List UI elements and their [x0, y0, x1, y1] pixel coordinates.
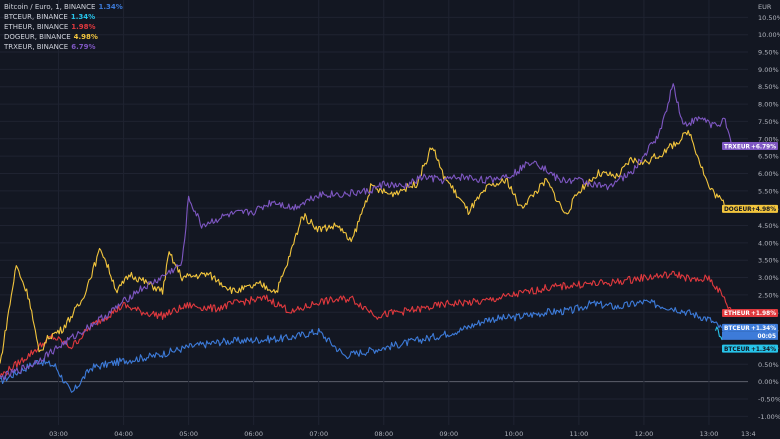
legend-row[interactable]: Bitcoin / Euro, 1, BINANCE 1.34% [4, 2, 123, 12]
y-axis[interactable]: -1.00%-0.50%0.00%0.50%1.00%1.50%2.00%2.5… [758, 3, 780, 421]
value-label-name: TRXEUR [724, 144, 751, 150]
value-label-name: ETHEUR [724, 311, 750, 317]
series-line-trxeur[interactable] [0, 83, 733, 381]
value-label-box [722, 323, 778, 332]
y-tick-label: 9.00% [758, 66, 779, 74]
value-label-value: +1.34% [751, 326, 776, 332]
series-line-dogeur[interactable] [0, 129, 733, 364]
y-tick-label: 4.50% [758, 222, 779, 230]
y-tick-label: 6.50% [758, 153, 779, 161]
legend-name: BTCEUR, BINANCE [4, 13, 68, 21]
x-tick-label: 13:4 [741, 430, 756, 438]
value-label-name: DOGEUR [724, 207, 752, 213]
x-tick-label: 10:00 [504, 430, 523, 438]
y-tick-label: 10.00% [758, 31, 780, 39]
legend-row[interactable]: ETHEUR, BINANCE 1.98% [4, 22, 123, 32]
legend-name: Bitcoin / Euro, 1, BINANCE [4, 3, 96, 11]
y-tick-label: 4.00% [758, 239, 779, 247]
x-tick-label: 09:00 [439, 430, 458, 438]
y-tick-label: 6.00% [758, 170, 779, 178]
y-tick-label: 7.00% [758, 135, 779, 143]
y-tick-label: 0.50% [758, 361, 779, 369]
value-label-value: +4.98% [751, 207, 776, 213]
y-tick-label: 3.50% [758, 257, 779, 265]
x-tick-label: 03:00 [49, 430, 68, 438]
y-tick-label: 2.50% [758, 291, 779, 299]
series-line-etheur[interactable] [0, 270, 733, 378]
y-tick-label: 8.00% [758, 101, 779, 109]
legend-value: 6.79% [71, 43, 96, 51]
value-label-value: +1.34% [751, 347, 776, 353]
value-label-value: +6.79% [751, 144, 776, 150]
series-layer [0, 83, 733, 393]
value-label-name: BTCEUR [724, 347, 750, 353]
series-line-btceur[interactable] [0, 299, 733, 393]
legend-value: 1.34% [98, 3, 123, 11]
value-label-box [722, 344, 778, 353]
x-tick-label: 12:00 [635, 430, 654, 438]
y-tick-label: 0.00% [758, 378, 779, 386]
legend-name: ETHEUR, BINANCE [4, 23, 69, 31]
legend-value: 1.34% [70, 13, 96, 21]
countdown-box [722, 331, 778, 340]
x-tick-label: 04:00 [114, 430, 133, 438]
value-labels: TRXEUR +6.79% DOGEUR +4.98% ETHEUR +1.98% BTCE… [722, 142, 778, 353]
x-tick-label: 05:00 [179, 430, 198, 438]
legend-name: TRXEUR, BINANCE [4, 43, 69, 51]
legend-row[interactable]: TRXEUR, BINANCE 6.79% [4, 42, 123, 52]
x-tick-label: 11:00 [570, 430, 589, 438]
legend-row[interactable]: DOGEUR, BINANCE 4.98% [4, 32, 123, 42]
value-label-box [722, 204, 778, 213]
x-tick-label: 08:00 [374, 430, 393, 438]
x-tick-label: 13:00 [700, 430, 719, 438]
x-axis[interactable]: 03:00 04:00 05:00 06:00 07:00 08:00 09:00 10:00… [49, 430, 755, 438]
legend: Bitcoin / Euro, 1, BINANCE 1.34% BTCEUR, … [4, 2, 123, 52]
x-tick-label: 06:00 [244, 430, 263, 438]
y-tick-label: 8.50% [758, 83, 779, 91]
countdown-label: 00:05 [758, 334, 776, 340]
currency-label: EUR [758, 3, 772, 11]
x-tick-label: 07:00 [309, 430, 328, 438]
legend-value: 1.98% [71, 23, 96, 31]
value-label-box [722, 142, 778, 151]
grid [0, 0, 748, 425]
y-tick-label: -0.50% [758, 395, 780, 403]
value-label-value: +1.98% [751, 311, 776, 317]
y-tick-label: 9.50% [758, 49, 779, 57]
legend-value: 4.98% [73, 33, 98, 41]
y-tick-label: 10.50% [758, 14, 780, 22]
legend-row[interactable]: BTCEUR, BINANCE 1.34% [4, 12, 123, 22]
legend-name: DOGEUR, BINANCE [4, 33, 71, 41]
y-tick-label: -1.00% [758, 413, 780, 421]
value-label-name: BTCEUR [724, 326, 750, 332]
y-tick-label: 3.00% [758, 274, 779, 282]
value-label-box [722, 308, 778, 317]
y-tick-label: 5.50% [758, 187, 779, 195]
y-tick-label: 7.50% [758, 118, 779, 126]
